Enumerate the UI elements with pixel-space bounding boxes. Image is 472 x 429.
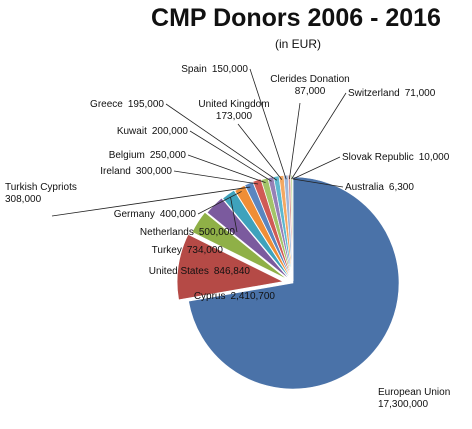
slice-label-greece: Greece 195,000 — [90, 99, 164, 110]
slice-label-belgium: Belgium 250,000 — [109, 150, 187, 161]
slice-label-name: Clerides Donation — [270, 74, 350, 85]
slice-label-australia: Australia 6,300 — [345, 182, 414, 193]
slice-label-value: 300,000 — [136, 166, 173, 177]
slice-label-value: 10,000 — [419, 152, 450, 163]
chart-subtitle: (in EUR) — [275, 37, 321, 51]
slice-label-cyprus: Cyprus 2,410,700 — [194, 291, 276, 302]
slice-label-value: 200,000 — [152, 126, 189, 137]
slice-label-clerides-donation: Clerides Donation 87,000 — [270, 74, 350, 97]
slice-label-switzerland: Switzerland 71,000 — [348, 88, 436, 99]
slice-label-value: 2,410,700 — [231, 291, 276, 302]
slice-label-name: Greece — [90, 99, 123, 110]
slice-label-value: 195,000 — [128, 99, 165, 110]
slice-label-value: 150,000 — [212, 64, 249, 75]
slice-label-name: Turkey — [152, 245, 182, 256]
slice-label-value: 500,000 — [199, 227, 236, 238]
pie-slice-netherlands — [222, 189, 291, 280]
slice-label-name: United States — [149, 266, 209, 277]
leader-line-clerides-donation — [289, 102, 301, 180]
slice-label-name: Kuwait — [117, 126, 147, 137]
slice-label-name: United Kingdom — [198, 99, 269, 110]
slices-layer — [176, 174, 400, 390]
slice-label-name: Turkish Cypriots — [5, 182, 77, 193]
slice-label-name: Spain — [181, 64, 207, 75]
slice-label-name: European Union — [378, 387, 450, 398]
leader-line-united-kingdom — [237, 123, 283, 180]
leader-line-turkish-cypriots — [51, 186, 251, 217]
leader-line-greece — [165, 103, 278, 181]
slice-label-slovak-republic: Slovak Republic 10,000 — [342, 152, 450, 163]
pie-slice-ireland — [252, 178, 293, 281]
leader-line-spain — [249, 68, 287, 180]
pie-slice-cyprus — [176, 234, 285, 301]
slice-label-spain: Spain 150,000 — [181, 64, 248, 75]
slice-label-name: Australia — [345, 182, 384, 193]
slice-label-european-union: European Union 17,300,000 — [378, 387, 450, 410]
slice-label-value: 308,000 — [5, 194, 42, 205]
slice-label-united-states: United States 846,840 — [149, 266, 251, 277]
chart-title: CMP Donors 2006 - 2016 — [151, 4, 441, 32]
leader-lines — [51, 68, 347, 233]
leader-line-belgium — [187, 154, 266, 184]
slice-label-turkey: Turkey 734,000 — [152, 245, 224, 256]
leader-line-switzerland — [291, 92, 347, 180]
slice-label-value: 87,000 — [295, 86, 326, 97]
slice-label-value: 17,300,000 — [378, 399, 428, 410]
slice-label-name: Belgium — [109, 150, 145, 161]
leader-line-kuwait — [189, 130, 272, 182]
slice-label-value: 6,300 — [389, 182, 414, 193]
slice-label-value: 734,000 — [187, 245, 224, 256]
slice-label-value: 400,000 — [160, 209, 197, 220]
slice-label-kuwait: Kuwait 200,000 — [117, 126, 189, 137]
leader-line-ireland — [173, 170, 259, 185]
leader-line-netherlands — [230, 197, 238, 233]
slice-label-value: 250,000 — [150, 150, 187, 161]
slice-label-name: Cyprus — [194, 291, 226, 302]
slice-label-name: Switzerland — [348, 88, 400, 99]
slice-label-name: Netherlands — [140, 227, 194, 238]
slice-label-value: 71,000 — [405, 88, 436, 99]
leader-line-germany — [197, 191, 242, 215]
slice-label-united-kingdom: United Kingdom 173,000 — [198, 99, 269, 122]
slice-label-ireland: Ireland 300,000 — [100, 166, 172, 177]
slice-label-name: Slovak Republic — [342, 152, 414, 163]
leader-line-australia — [292, 178, 344, 188]
pie-slice-turkey — [206, 197, 290, 280]
leader-line-slovak-republic — [292, 156, 341, 180]
slice-labels: European Union 17,300,000 Cyprus 2,410,700 U… — [5, 64, 450, 410]
slice-label-name: Ireland — [100, 166, 131, 177]
slice-label-name: Germany — [114, 209, 155, 220]
slice-label-germany: Germany 400,000 — [114, 209, 197, 220]
slice-label-value: 173,000 — [216, 111, 253, 122]
slice-label-netherlands: Netherlands 500,000 — [140, 227, 236, 238]
pie-slice-united-states — [191, 211, 288, 280]
slice-label-value: 846,840 — [214, 266, 251, 277]
slice-label-turkish-cypriots: Turkish Cypriots 308,000 — [5, 182, 77, 205]
pie-slice-european-union — [188, 176, 400, 390]
